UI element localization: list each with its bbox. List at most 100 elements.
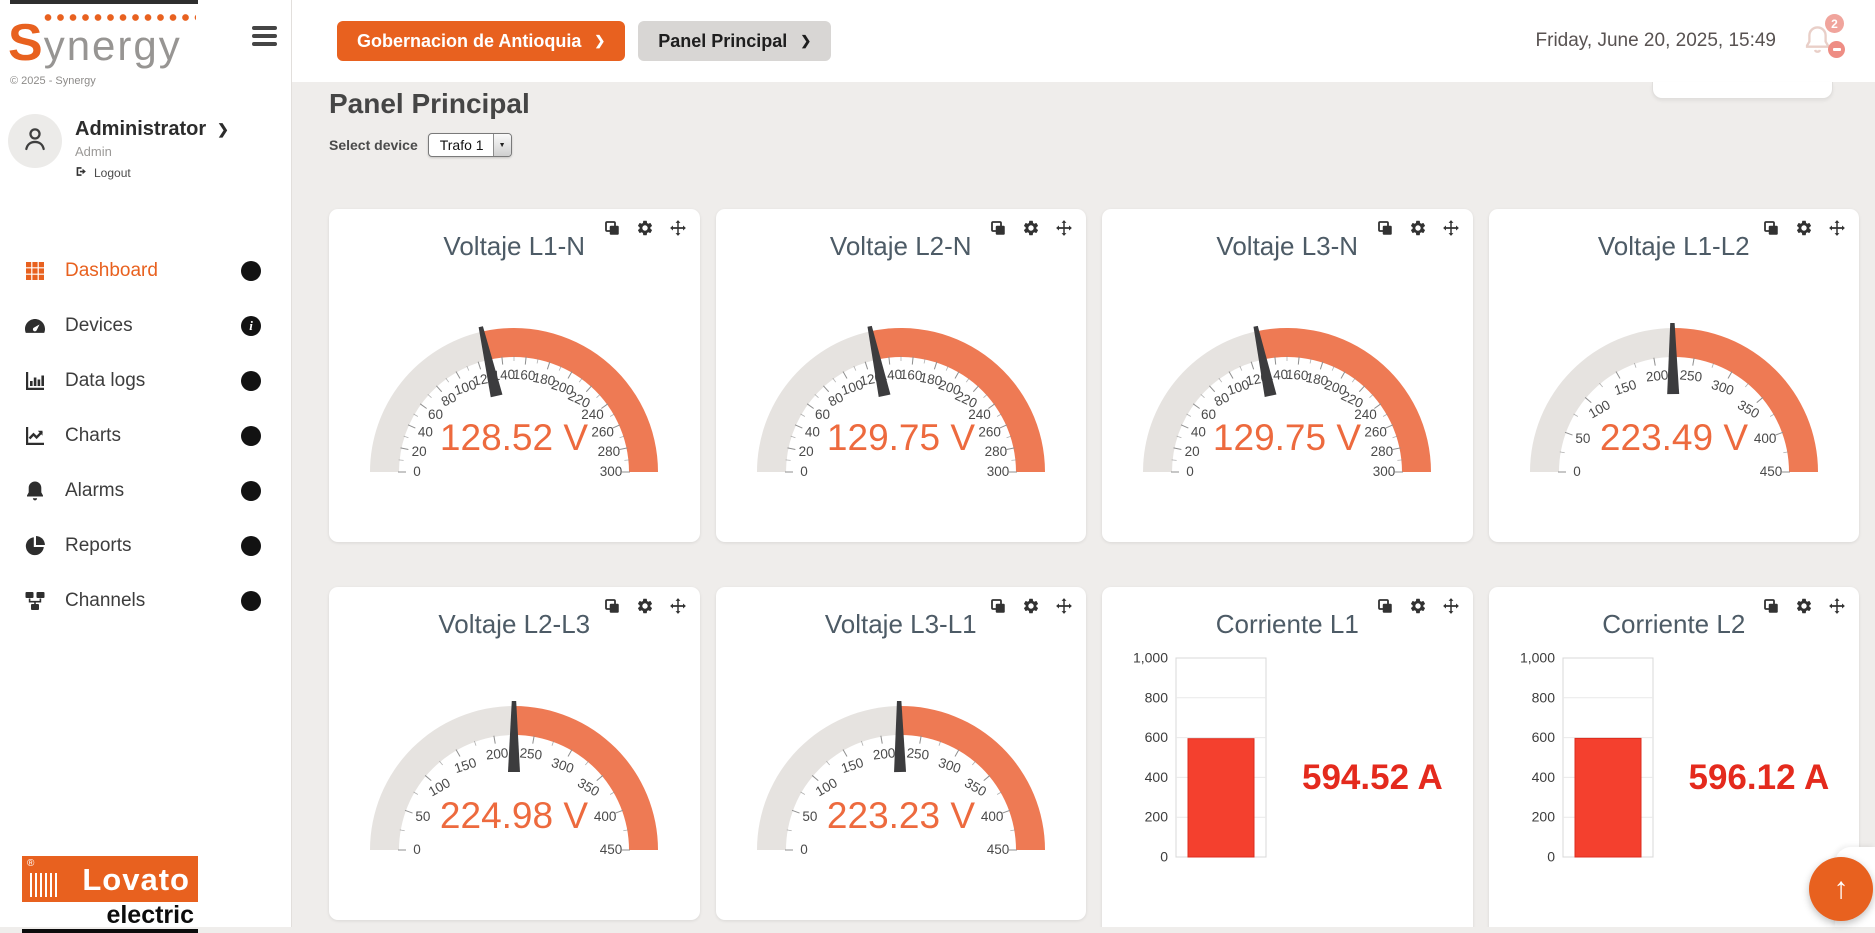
app-logo[interactable]: Synergy xyxy=(8,0,198,69)
svg-text:160: 160 xyxy=(899,367,922,383)
gauge-needle xyxy=(893,700,906,773)
logout-icon xyxy=(75,165,88,181)
widget-title: Voltaje L1-N xyxy=(443,231,586,261)
sidebar-item-alarms[interactable]: Alarms xyxy=(0,463,291,518)
sidebar-item-charts[interactable]: Charts xyxy=(0,408,291,463)
settings-icon[interactable] xyxy=(1795,219,1813,237)
bar xyxy=(1574,737,1641,858)
svg-text:160: 160 xyxy=(1286,367,1309,383)
duplicate-icon[interactable] xyxy=(603,219,621,237)
svg-text:20: 20 xyxy=(412,444,427,459)
svg-text:240: 240 xyxy=(968,407,991,422)
sidebar-item-dashboard[interactable]: Dashboard xyxy=(0,243,291,298)
breadcrumb-page-label: Panel Principal xyxy=(658,30,788,51)
sidebar-item-devices[interactable]: Devices i xyxy=(0,298,291,353)
duplicate-icon[interactable] xyxy=(1762,219,1780,237)
breadcrumb-site-button[interactable]: Gobernacion de Antioquia ❯ xyxy=(337,21,626,61)
info-badge xyxy=(241,480,261,501)
svg-text:150: 150 xyxy=(839,755,865,776)
svg-text:20: 20 xyxy=(1185,444,1200,459)
svg-text:400: 400 xyxy=(1754,431,1777,446)
svg-text:50: 50 xyxy=(1575,431,1590,446)
settings-icon[interactable] xyxy=(1409,219,1427,237)
scroll-top-button[interactable]: ↑ xyxy=(1809,857,1873,921)
lovato-logo-text: Lovato xyxy=(82,861,190,897)
menu-toggle-button[interactable] xyxy=(252,26,277,46)
svg-text:40: 40 xyxy=(805,425,820,440)
device-select[interactable]: Trafo 1 ▼ xyxy=(427,133,512,157)
svg-text:450: 450 xyxy=(1759,464,1782,479)
svg-text:260: 260 xyxy=(978,425,1001,440)
settings-icon[interactable] xyxy=(1795,597,1813,615)
widget-title: Voltaje L1-L2 xyxy=(1597,231,1750,261)
settings-icon[interactable] xyxy=(1022,597,1040,615)
sidebar-item-reports[interactable]: Reports xyxy=(0,518,291,573)
svg-text:150: 150 xyxy=(453,755,479,776)
move-icon[interactable] xyxy=(669,219,687,237)
svg-text:180: 180 xyxy=(918,370,943,389)
svg-text:1,000: 1,000 xyxy=(1133,650,1168,666)
widget-chart: 0 50 100 150 200 250 300 350 400 450 223.49 V xyxy=(1489,302,1860,488)
svg-text:280: 280 xyxy=(598,444,621,459)
move-icon[interactable] xyxy=(1442,219,1460,237)
move-icon[interactable] xyxy=(1828,597,1846,615)
avatar[interactable] xyxy=(8,114,62,168)
user-role: Admin xyxy=(75,144,112,159)
duplicate-icon[interactable] xyxy=(989,597,1007,615)
svg-text:800: 800 xyxy=(1531,689,1555,705)
logout-button[interactable]: Logout xyxy=(75,165,229,181)
sidebar-item-label: Data logs xyxy=(65,369,146,391)
gauge-needle xyxy=(508,701,521,772)
settings-icon[interactable] xyxy=(636,597,654,615)
gauge-chart: 0204060801001201401601802002202402602803… xyxy=(756,325,1045,479)
svg-text:180: 180 xyxy=(532,370,557,389)
widget-actions xyxy=(1376,219,1460,237)
widget-title: Voltaje L2-N xyxy=(829,231,972,261)
duplicate-icon[interactable] xyxy=(1762,597,1780,615)
logo-initial: S xyxy=(8,14,44,72)
widget-title: Corriente L2 xyxy=(1602,609,1746,639)
duplicate-icon[interactable] xyxy=(603,597,621,615)
duplicate-icon[interactable] xyxy=(989,219,1007,237)
sidebar-item-label: Charts xyxy=(65,424,121,446)
svg-text:80: 80 xyxy=(439,389,459,409)
sidebar-item-channels[interactable]: Channels xyxy=(0,573,291,628)
gauge-fill xyxy=(1256,328,1432,472)
settings-icon[interactable] xyxy=(636,219,654,237)
settings-icon[interactable] xyxy=(1409,597,1427,615)
svg-text:40: 40 xyxy=(418,425,433,440)
sidebar-item-datalogs[interactable]: Data logs xyxy=(0,353,291,408)
widget-card-voltaje-l1-n: Voltaje L1-N 0 20 40 60 80 100 120 140 160 180 200… xyxy=(329,209,700,542)
minus-icon xyxy=(1832,48,1841,51)
gauge-chart: 0204060801001201401601802002202402602803… xyxy=(370,326,659,479)
svg-text:250: 250 xyxy=(1679,367,1703,384)
duplicate-icon[interactable] xyxy=(1376,597,1394,615)
widgets-grid: Voltaje L1-N 0 20 40 60 80 100 120 140 160 180 200… xyxy=(329,209,1859,927)
move-icon[interactable] xyxy=(1442,597,1460,615)
svg-text:400: 400 xyxy=(1145,769,1169,785)
info-badge xyxy=(241,535,261,556)
widget-actions xyxy=(1762,219,1846,237)
svg-text:100: 100 xyxy=(1226,377,1252,398)
duplicate-icon[interactable] xyxy=(1376,219,1394,237)
move-icon[interactable] xyxy=(669,597,687,615)
move-icon[interactable] xyxy=(1055,219,1073,237)
settings-icon[interactable] xyxy=(1022,219,1040,237)
move-icon[interactable] xyxy=(1828,219,1846,237)
gauge-needle xyxy=(867,325,891,398)
breadcrumb-page-button[interactable]: Panel Principal ❯ xyxy=(638,21,832,61)
move-icon[interactable] xyxy=(1055,597,1073,615)
widget-actions xyxy=(989,597,1073,615)
svg-text:240: 240 xyxy=(581,407,604,422)
widget-actions xyxy=(989,219,1073,237)
widget-title: Voltaje L3-L1 xyxy=(824,609,977,639)
barcode-decoration xyxy=(30,873,60,897)
sidebar-item-label: Devices xyxy=(65,314,133,336)
svg-text:180: 180 xyxy=(1305,370,1330,389)
widget-card-corriente-l2: Corriente L2 0 200 400 600 800 1,000 596.12 A xyxy=(1488,587,1859,927)
gauge-chart: 0204060801001201401601802002202402602803… xyxy=(1143,325,1432,479)
svg-text:80: 80 xyxy=(1212,389,1232,409)
user-menu[interactable]: Administrator ❯ xyxy=(75,118,229,141)
notifications-button[interactable]: 2 xyxy=(1801,14,1845,61)
